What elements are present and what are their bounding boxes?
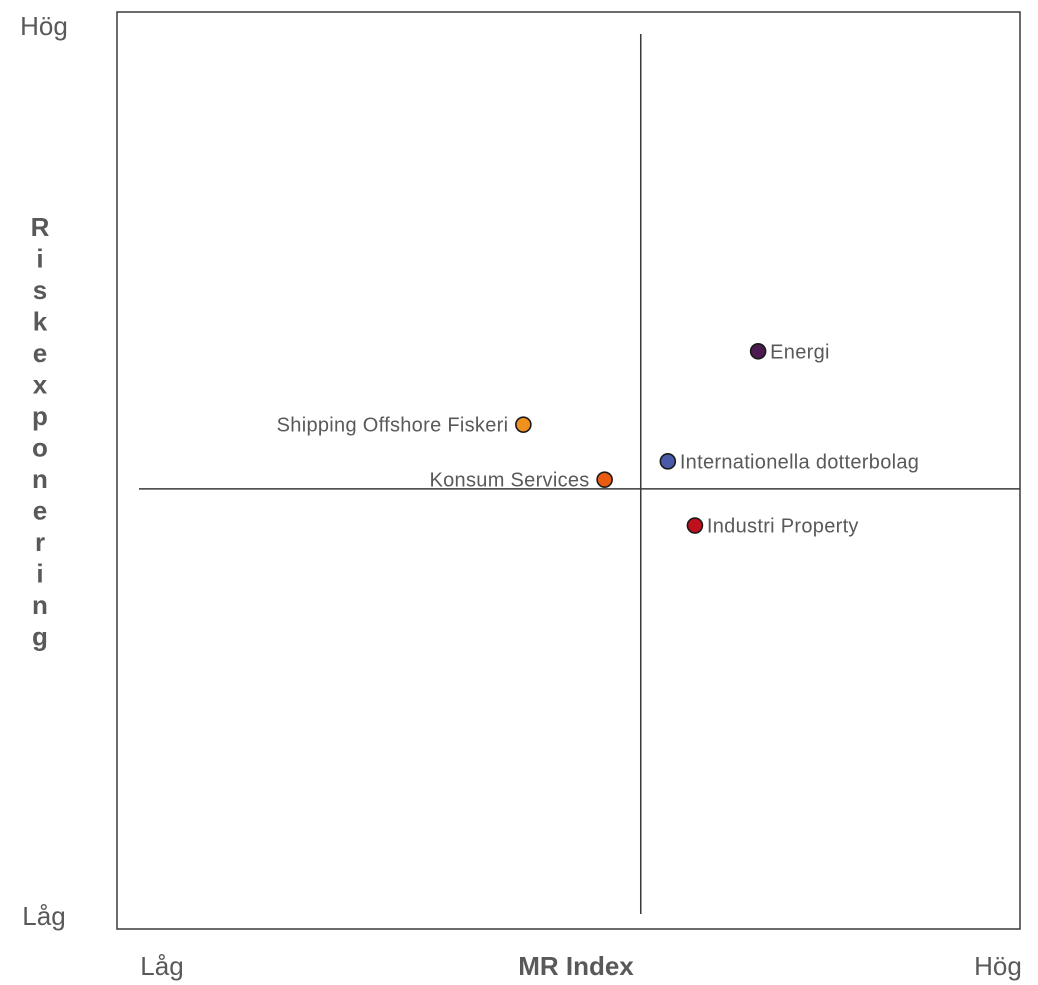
scatter-point-konsum-services: Konsum Services [429, 470, 613, 492]
scatter-point-label: Energi [770, 341, 830, 363]
scatter-point-energi: Energi [749, 341, 830, 363]
scatter-point-shipping-offshore-fiskeri: Shipping Offshore Fiskeri [277, 415, 532, 437]
scatter-point-industri-property: Industri Property [686, 516, 859, 538]
scatter-point-marker [686, 517, 704, 534]
scatter-point-label: Internationella dotterbolag [680, 451, 919, 473]
scatter-point-marker [515, 416, 532, 433]
plot-frame [116, 11, 1021, 930]
x-axis-title: MR Index [518, 951, 634, 981]
data-points: Energi Shipping Offshore Fiskeri Internati… [277, 341, 919, 538]
y-tick-low: Låg [22, 901, 65, 931]
scatter-point-internationella-dotterbolag: Internationella dotterbolag [659, 451, 919, 473]
scatter-point-marker [749, 342, 767, 360]
scatter-point-marker [596, 471, 613, 488]
scatter-point-marker [659, 453, 677, 470]
scatter-point-label: Shipping Offshore Fiskeri [277, 415, 509, 437]
scatter-point-label: Industri Property [707, 516, 859, 538]
scatter-point-label: Konsum Services [429, 470, 589, 492]
x-tick-low: Låg [140, 951, 183, 981]
y-tick-high: Hög [20, 11, 68, 41]
x-tick-high: Hög [974, 951, 1022, 981]
